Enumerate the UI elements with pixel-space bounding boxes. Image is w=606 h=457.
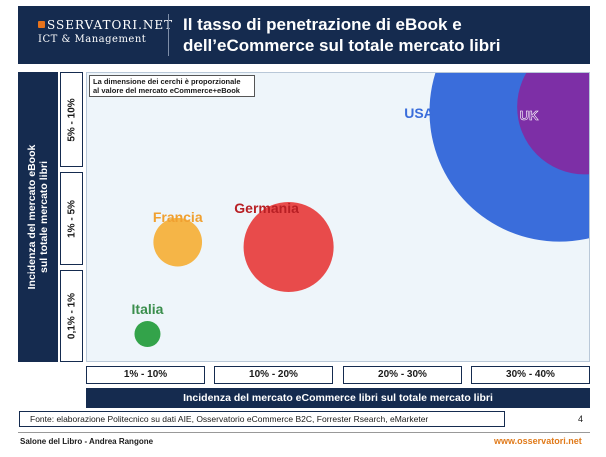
bubble-label-uk: UK: [520, 108, 539, 123]
page-number: 4: [578, 414, 584, 424]
x-tick-30-40: 30% - 40%: [471, 366, 590, 384]
y-axis-label-line-2: sul totale mercato libri: [38, 160, 50, 274]
y-axis-label: Incidenza del mercato eBook sul totale m…: [26, 72, 50, 362]
title-line-2: dell’eCommerce sul totale mercato libri: [183, 36, 501, 55]
x-axis-label: Incidenza del mercato eCommerce libri su…: [86, 388, 590, 408]
y-tick-5-10: 5% - 10%: [60, 72, 83, 167]
y-tick-1-5: 1% - 5%: [60, 172, 83, 265]
header-divider: [168, 14, 169, 56]
source-note: Fonte: elaborazione Politecnico su dati …: [19, 411, 505, 427]
bubble-chart: USA UK Germania Francia Italia: [132, 73, 589, 347]
bubble-italia: [134, 321, 161, 347]
x-tick-10-20: 10% - 20%: [214, 366, 333, 384]
bubble-label-francia: Francia: [153, 209, 203, 225]
bubble-label-germania: Germania: [234, 200, 299, 216]
logo-subtitle: ICT & Management: [38, 34, 147, 45]
x-tick-20-30: 20% - 30%: [343, 366, 462, 384]
bubble-label-usa: USA: [404, 105, 434, 121]
y-tick-label: 1% - 5%: [66, 199, 77, 238]
logo: SSERVATORI.NET ICT & Management: [38, 18, 173, 45]
bubble-uk: [517, 73, 589, 175]
slide-header: SSERVATORI.NET ICT & Management Il tasso…: [18, 6, 590, 64]
y-axis-label-line-1: Incidenza del mercato eBook: [26, 144, 38, 290]
plot-area: USA UK Germania Francia Italia La dimensione…: [86, 72, 590, 362]
logo-dot-icon: [38, 21, 45, 28]
logo-text: SSERVATORI.NET: [47, 18, 174, 32]
y-tick-label: 5% - 10%: [66, 97, 77, 142]
bubble-label-italia: Italia: [132, 301, 164, 317]
slide-title: Il tasso di penetrazione di eBook e dell…: [183, 14, 583, 56]
bubble-germania: [243, 201, 334, 293]
size-note-line-2: al valore del mercato eCommerce+eBook: [93, 86, 240, 95]
footer-website: www.osservatori.net: [494, 436, 582, 446]
footer-divider: [18, 432, 590, 433]
footer-event: Salone del Libro - Andrea Rangone: [20, 437, 154, 446]
y-axis-bar: Incidenza del mercato eBook sul totale m…: [18, 72, 58, 362]
y-tick-label: 0,1% - 1%: [66, 292, 77, 340]
bubble-francia: [153, 217, 203, 267]
size-note: La dimensione dei cerchi è proporzionale…: [89, 75, 255, 97]
size-note-line-1: La dimensione dei cerchi è proporzionale: [93, 77, 241, 86]
x-tick-1-10: 1% - 10%: [86, 366, 205, 384]
y-tick-01-1: 0,1% - 1%: [60, 270, 83, 362]
title-line-1: Il tasso di penetrazione di eBook e: [183, 15, 462, 34]
